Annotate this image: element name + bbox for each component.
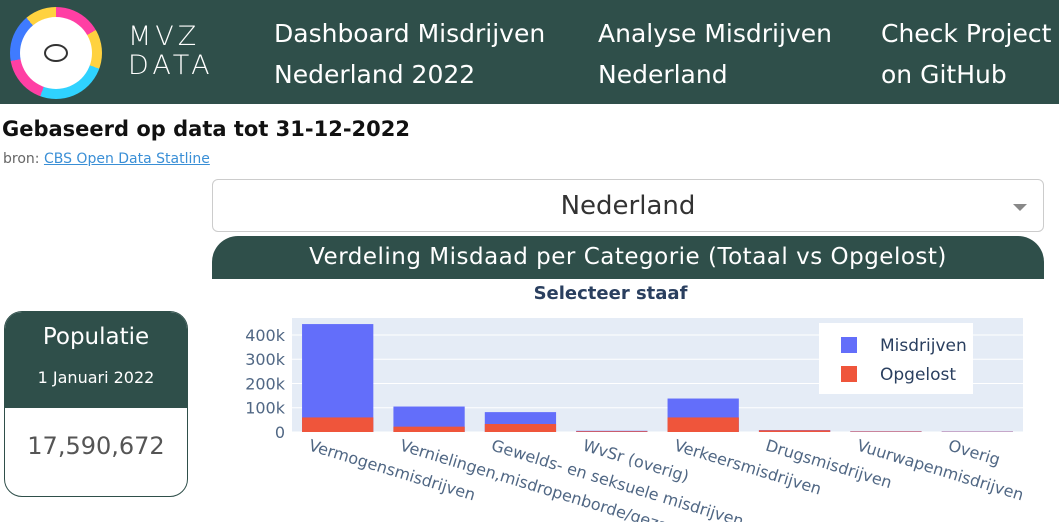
bar-opgelost[interactable] <box>667 417 739 432</box>
nav-link-github[interactable]: Check Project on GitHub <box>881 13 1051 95</box>
legend-label[interactable]: Misdrijven <box>880 336 967 356</box>
nav-link-analyse-line1: Analyse Misdrijven <box>598 19 832 48</box>
bar-opgelost[interactable] <box>758 430 831 432</box>
navbar: MVZ DATA Dashboard Misdrijven Nederland … <box>0 0 1059 104</box>
y-tick-label: 100k <box>245 399 286 418</box>
chart-title: Selecteer staaf <box>534 283 688 304</box>
y-tick-label: 0 <box>275 423 285 442</box>
y-tick-label: 200k <box>245 374 286 393</box>
logo-text-line1: MVZ <box>128 21 201 52</box>
legend-label[interactable]: Opgelost <box>880 365 956 385</box>
nav-link-github-line2: on GitHub <box>881 60 1007 89</box>
logo-text: MVZ DATA <box>128 22 228 80</box>
bar-misdrijven[interactable] <box>302 324 374 432</box>
population-title: Populatie <box>42 324 150 350</box>
nav-link-analyse[interactable]: Analyse Misdrijven Nederland <box>598 13 832 95</box>
bar-opgelost[interactable] <box>302 417 374 432</box>
logo-inner <box>20 17 92 89</box>
crime-bar-chart[interactable]: Selecteer staaf0100k200k300k400kVermogen… <box>212 280 1059 522</box>
legend-swatch[interactable] <box>841 337 857 353</box>
population-card: Populatie 1 Januari 2022 17,590,672 <box>4 311 188 497</box>
logo[interactable] <box>10 7 102 99</box>
legend <box>819 323 973 394</box>
y-tick-label: 300k <box>245 350 286 369</box>
region-select-value: Nederland <box>560 191 696 221</box>
logo-text-line2: DATA <box>128 50 214 81</box>
nav-link-analyse-line2: Nederland <box>598 60 728 89</box>
nav-link-dashboard-line1: Dashboard Misdrijven <box>274 19 546 48</box>
nav-link-github-line1: Check Project <box>881 19 1052 48</box>
bar-opgelost[interactable] <box>393 426 465 432</box>
chart-section-header: Verdeling Misdaad per Categorie (Totaal … <box>212 236 1044 279</box>
population-value: 17,590,672 <box>27 432 165 460</box>
legend-swatch[interactable] <box>841 366 857 382</box>
bar-opgelost[interactable] <box>484 423 557 432</box>
region-select[interactable]: Nederland <box>212 179 1044 232</box>
bar-opgelost[interactable] <box>576 431 648 432</box>
population-date: 1 Januari 2022 <box>37 368 155 387</box>
nav-link-dashboard-line2: Nederland 2022 <box>274 60 476 89</box>
page-heading: Gebaseerd op data tot 31-12-2022 <box>2 117 411 141</box>
nav-link-dashboard[interactable]: Dashboard Misdrijven Nederland 2022 <box>274 13 545 95</box>
chevron-down-icon[interactable] <box>1013 204 1027 211</box>
source-line: bron: CBS Open Data Statline <box>3 151 210 167</box>
source-link[interactable]: CBS Open Data Statline <box>43 151 210 167</box>
y-tick-label: 400k <box>245 326 286 345</box>
source-prefix: bron: <box>3 151 44 167</box>
population-card-header: Populatie 1 Januari 2022 <box>5 312 187 408</box>
logo-ring-icon <box>44 44 68 62</box>
